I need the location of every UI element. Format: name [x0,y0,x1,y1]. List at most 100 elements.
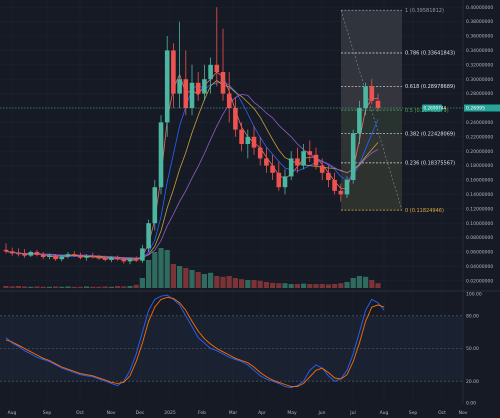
candle-body [226,93,232,108]
candle-body [288,158,294,177]
candle [369,79,375,105]
time-tick-label: Sep [409,410,418,416]
candle [164,36,170,137]
candle [171,43,176,108]
volume-bar [319,284,325,288]
fib-trend-line [340,10,403,211]
candle [363,82,368,116]
fibonacci-retracement [340,9,403,211]
volume-bar [46,286,52,288]
candle [282,169,288,195]
candle-body [3,249,9,252]
candle-body [264,158,269,166]
candle [127,257,133,265]
candle-body [109,257,114,260]
candle [115,255,120,261]
volume-bar [245,280,251,288]
volume-bar [363,276,369,288]
volume-bar [121,286,127,288]
candle-body [53,255,58,260]
volume-bar [257,280,263,288]
candle-body [332,180,337,191]
candlesticks [3,7,381,265]
time-tick-label: Nov [107,410,116,416]
time-axis[interactable]: Aug Sep Oct Nov Dec 2025 Feb Mar Apr May Jun Jul Aug… [8,410,468,416]
candle-body [84,256,89,258]
price-tick-label: 0.04000000 [466,264,493,270]
current-price-axis-tag [464,104,500,112]
candle [301,144,306,170]
volume-bar [263,282,269,288]
volume-bar [59,286,65,288]
candle-body [140,248,145,261]
candle [53,254,58,261]
volume-bar [195,272,201,288]
candle [357,100,362,144]
candle-body [22,254,27,256]
candle [158,115,164,195]
volume-bar [301,283,307,288]
candle [71,251,77,258]
candle-body [276,172,282,188]
volume-bar [133,284,139,288]
candle [65,252,71,259]
price-tick-label: 0.36000000 [466,34,493,40]
candle-body [363,86,368,108]
candle-body [78,255,83,258]
fib-label: 1 (0.39581812) [405,8,444,14]
candle-body [233,108,238,130]
candle-body [208,64,213,80]
volume-bar [270,282,276,288]
volume-bar [294,284,300,288]
volume-bar [139,278,145,288]
volume-bar [232,278,238,288]
candle [59,254,65,262]
candle-body [152,187,158,224]
candle [276,162,282,191]
price-tick-label: 0.22000000 [466,134,493,140]
candle-body [202,79,207,94]
volume-bar [77,286,83,288]
candle-body [189,82,195,108]
candle [109,256,114,263]
candle [121,257,127,264]
candle-body [121,259,127,262]
time-tick-label: 2025 [164,410,176,416]
candle [295,147,300,173]
candle-body [270,165,275,173]
volume-bar [84,286,90,288]
candle [288,151,294,180]
candle [152,180,158,231]
volume-bar [189,270,195,288]
fib-label: 0.786 (0.33641843) [405,51,455,57]
volume-bar [183,268,189,288]
volume-bar [96,286,102,288]
current-price-tags: 0.2699744 0.26995 [422,104,500,112]
volume-bar [53,286,59,288]
volume-bar [152,252,158,288]
price-tick-label: 0.32000000 [466,62,493,68]
candle-body [171,50,176,94]
price-tick-label: 0.08000000 [466,235,493,241]
candle-body [239,129,244,144]
price-tick-label: 0.16000000 [466,178,493,184]
price-tick-label: 0.18000000 [466,163,493,169]
fib-zone [341,110,402,134]
volume-bar [9,286,15,288]
candle [9,247,15,256]
stoch-tick-label: 50.00 [466,346,479,352]
price-axis[interactable]: 0.40000000 0.38000000 0.36000000 0.34000000… [0,5,500,285]
candle [245,129,251,159]
candle [239,122,244,152]
volume-bar [22,286,28,288]
volume-bar [226,276,232,288]
volume-bar [332,284,338,288]
time-tick-label: Oct [438,410,446,416]
volume-bar [115,286,121,288]
fib-zone [341,10,402,53]
current-price-axis-text: 0.26995 [466,106,485,112]
candle-body [357,108,362,134]
price-tick-label: 0.12000000 [466,206,493,212]
price-tick-label: 0.24000000 [466,120,493,126]
